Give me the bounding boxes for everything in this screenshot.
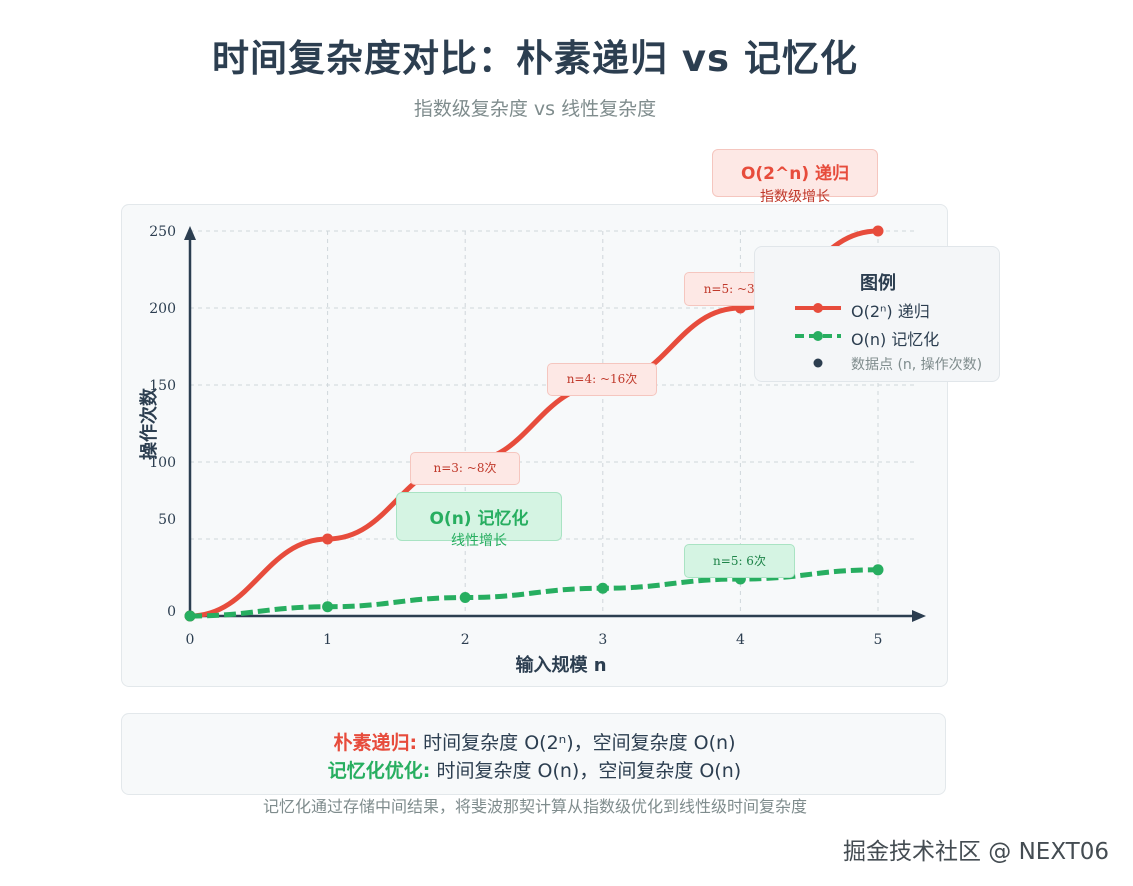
memo-badge-title: O(n) 记忆化 — [429, 509, 529, 529]
x-tick-label: 0 — [186, 632, 195, 648]
axes — [184, 226, 926, 622]
page-subtitle: 指数级复杂度 vs 线性复杂度 — [413, 98, 657, 120]
green-dashed-dot-icon — [795, 331, 841, 341]
data-point-recursive — [872, 225, 884, 237]
summary-recursive-key: 朴素递归: — [333, 732, 418, 754]
data-point-memo — [872, 564, 884, 576]
footnote: 记忆化通过存储中间结果，将斐波那契计算从指数级优化到线性级时间复杂度 — [262, 797, 807, 816]
x-tick-label: 5 — [874, 632, 883, 648]
summary-recursive: 朴素递归: 时间复杂度 O(2ⁿ)，空间复杂度 O(n) — [122, 728, 947, 755]
annotation-n3-recursive: n=3: ~8次 — [410, 452, 520, 485]
recursive-badge: O(2^n) 递归 指数级增长 — [712, 149, 878, 205]
legend-label-recursive: O(2ⁿ) 递归 — [851, 302, 930, 321]
data-point-recursive — [322, 533, 334, 545]
recursive-badge-sub: 指数级增长 — [760, 189, 830, 205]
data-point-memo — [459, 592, 471, 604]
series-line-memo — [189, 567, 879, 619]
annotation-n5-memo: n=5: 6次 — [684, 544, 795, 578]
legend: 图例 O(2ⁿ) 递归 O(n) 记忆化 数据点 (n, 操作次数) — [754, 246, 1000, 382]
summary-memo: 记忆化优化: 时间复杂度 O(n)，空间复杂度 O(n) — [122, 756, 947, 783]
legend-label-points: 数据点 (n, 操作次数) — [851, 357, 983, 373]
y-tick-label: 150 — [149, 378, 176, 394]
y-axis-title: 操作次数 — [138, 387, 160, 460]
data-point-memo — [184, 610, 196, 622]
y-tick-labels: 250 200 150 100 50 0 — [149, 224, 176, 620]
y-tick-label: 50 — [158, 512, 176, 528]
annotation-n4-recursive: n=4: ~16次 — [547, 363, 657, 396]
legend-label-memo: O(n) 记忆化 — [851, 330, 940, 349]
legend-title: 图例 — [860, 273, 896, 294]
data-point-memo — [322, 601, 334, 613]
dark-dot-icon — [813, 358, 823, 368]
x-tick-label: 3 — [598, 632, 607, 648]
y-tick-label: 200 — [149, 301, 176, 317]
y-tick-label: 250 — [149, 224, 176, 240]
y-tick-label: 100 — [149, 455, 176, 471]
x-axis-arrow-icon — [912, 610, 926, 622]
summary-recursive-text: 时间复杂度 O(2ⁿ)，空间复杂度 O(n) — [423, 732, 736, 754]
memo-badge-sub: 线性增长 — [451, 533, 507, 549]
summary-memo-text: 时间复杂度 O(n)，空间复杂度 O(n) — [436, 760, 742, 782]
y-axis-arrow-icon — [184, 226, 196, 240]
page-title: 时间复杂度对比：朴素递归 vs 记忆化 — [212, 37, 858, 80]
summary-memo-key: 记忆化优化: — [327, 760, 431, 782]
x-tick-label: 1 — [323, 632, 332, 648]
red-line-dot-icon — [795, 303, 841, 313]
data-point-memo — [597, 582, 609, 594]
x-axis-title: 输入规模 n — [515, 654, 606, 676]
summary-panel: 朴素递归: 时间复杂度 O(2ⁿ)，空间复杂度 O(n) 记忆化优化: 时间复杂… — [121, 713, 946, 795]
memo-badge: O(n) 记忆化 线性增长 — [396, 492, 562, 549]
recursive-badge-title: O(2^n) 递归 — [740, 164, 850, 184]
x-tick-label: 4 — [736, 632, 745, 648]
x-tick-labels: 0 1 2 3 4 5 — [186, 632, 883, 648]
x-tick-label: 2 — [461, 632, 470, 648]
y-tick-label: 0 — [167, 604, 176, 620]
watermark: 掘金技术社区 @ NEXT06 — [842, 839, 1109, 865]
